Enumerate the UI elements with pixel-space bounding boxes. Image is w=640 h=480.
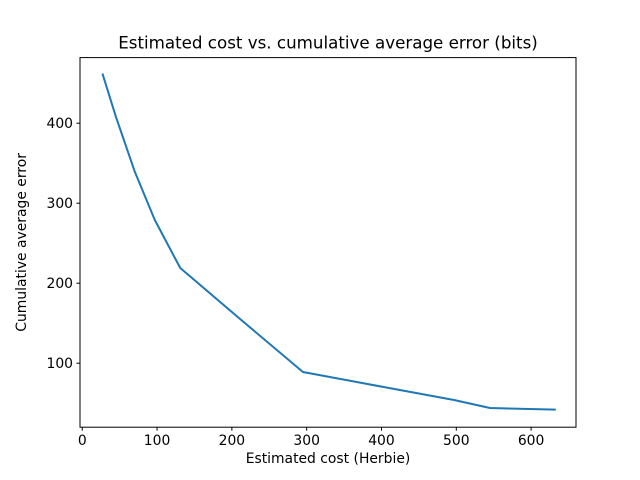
x-axis-label: Estimated cost (Herbie) — [246, 451, 411, 467]
x-tick-label: 500 — [443, 433, 470, 449]
chart-title: Estimated cost vs. cumulative average er… — [118, 33, 538, 53]
data-series-line — [101, 73, 556, 411]
plot-area — [79, 57, 577, 428]
x-tick-label: 400 — [368, 433, 395, 449]
x-tick-label: 100 — [144, 433, 171, 449]
y-tick-label: 400 — [46, 116, 73, 132]
y-tick-label: 300 — [46, 196, 73, 212]
x-tick-label: 300 — [293, 433, 320, 449]
x-tick-label: 0 — [78, 433, 87, 449]
y-axis-label: Cumulative average error — [14, 153, 30, 332]
y-tick-label: 200 — [46, 276, 73, 292]
y-tick-label: 100 — [46, 356, 73, 372]
data-series-group — [101, 73, 556, 411]
x-axis-ticks: 0 100 200 300 400 500 600 — [78, 427, 545, 449]
x-tick-label: 200 — [219, 433, 246, 449]
x-tick-label: 600 — [518, 433, 545, 449]
y-axis-ticks: 100 200 300 400 — [46, 116, 80, 372]
